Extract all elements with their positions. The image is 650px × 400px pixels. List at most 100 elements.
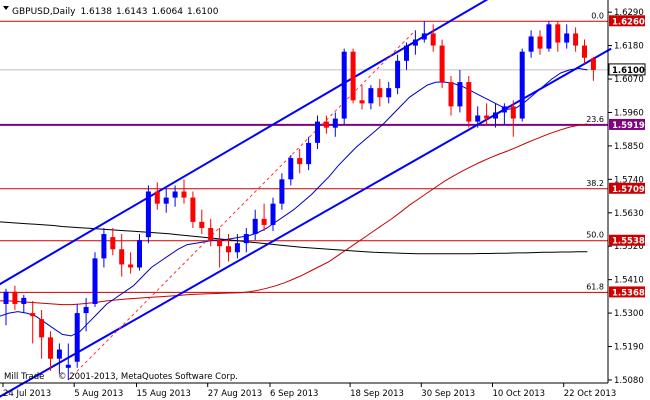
time-tick-label: 6 Sep 2013 xyxy=(270,389,318,399)
candle xyxy=(332,112,338,137)
candle xyxy=(501,103,507,125)
chart-header: GBPUSD,Daily 1.6138 1.6143 1.6064 1.6100 xyxy=(3,6,219,17)
plot-background xyxy=(0,0,608,383)
candle-body xyxy=(243,234,249,244)
candle xyxy=(163,188,169,213)
candle-body xyxy=(412,39,418,46)
time-tick-label: 5 Aug 2013 xyxy=(74,389,123,399)
candle xyxy=(368,85,374,110)
candle xyxy=(83,297,89,332)
candle-body xyxy=(110,237,116,250)
candle xyxy=(359,85,365,110)
candle xyxy=(30,300,36,344)
candle-body xyxy=(48,337,53,359)
candle xyxy=(119,234,125,277)
candle xyxy=(12,285,18,311)
candle-body xyxy=(3,291,9,304)
candle-body xyxy=(341,51,347,119)
candle-body xyxy=(377,88,383,98)
candle xyxy=(181,179,187,204)
candle-body xyxy=(501,106,507,113)
chart-timeframe: ,Daily xyxy=(50,7,76,17)
candle xyxy=(3,288,9,326)
fib-ratio-labels: 0.0 23.6 38.2 50.0 61.8 xyxy=(586,11,604,291)
time-axis: 24 Jul 2013 5 Aug 2013 15 Aug 2013 27 Aug 2… xyxy=(2,383,616,399)
time-tick-label: 30 Sep 2013 xyxy=(421,389,475,399)
candle-body xyxy=(448,82,454,107)
channel-lower-line xyxy=(0,47,612,398)
candle-body xyxy=(145,191,151,238)
candle xyxy=(234,234,240,259)
fib-ratio-label: 38.2 xyxy=(586,179,604,188)
price-tick-label: 1.5960 xyxy=(614,108,644,118)
candle-body xyxy=(555,24,561,43)
candle-body xyxy=(537,36,543,49)
candle-body xyxy=(510,106,516,119)
time-tick-label: 27 Aug 2013 xyxy=(208,389,262,399)
candle-body xyxy=(154,191,160,204)
current-price-label: 1.6100 xyxy=(612,66,645,76)
candle xyxy=(493,103,498,128)
candle-body xyxy=(297,158,303,165)
candle-body xyxy=(439,45,445,83)
candle-body xyxy=(573,33,579,46)
candle-body xyxy=(315,121,320,143)
chart-symbol: GBPUSD xyxy=(12,7,50,17)
candle-body xyxy=(430,33,436,46)
candle-body xyxy=(484,115,490,119)
candle xyxy=(74,303,80,368)
candle-body xyxy=(466,82,472,122)
candle-body xyxy=(92,258,98,304)
fib-price-label: 1.5368 xyxy=(612,288,645,298)
fib-price-tag xyxy=(609,118,645,130)
fib-ratio-label: 50.0 xyxy=(586,231,604,240)
candle-body xyxy=(404,45,409,61)
candle xyxy=(226,234,231,262)
candle-body xyxy=(199,221,205,228)
candle xyxy=(306,136,312,171)
candle-body xyxy=(368,88,374,104)
candle xyxy=(564,24,570,49)
candle-body xyxy=(226,246,231,253)
watermark: Mill Trade xyxy=(4,372,44,382)
candle-body xyxy=(564,33,570,43)
candle-body xyxy=(350,51,356,101)
candle-body xyxy=(137,240,142,268)
fib-price-tag xyxy=(609,182,645,194)
price-tick-label: 1.5190 xyxy=(614,343,644,353)
candle-body xyxy=(475,115,481,122)
price-tick-label: 1.6070 xyxy=(614,75,644,85)
candle-body xyxy=(65,364,71,368)
candle xyxy=(519,48,525,122)
trend-channel xyxy=(0,0,612,398)
ma-slow-line xyxy=(0,221,588,255)
fib-price-label: 1.5919 xyxy=(612,121,645,131)
time-tick-label: 18 Sep 2013 xyxy=(350,389,404,399)
candle xyxy=(421,21,427,43)
candle-body xyxy=(546,24,552,49)
candle-body xyxy=(56,349,62,359)
fib-price-tag xyxy=(609,286,645,298)
candle xyxy=(582,39,587,64)
price-tick-label: 1.5520 xyxy=(614,242,644,252)
candle xyxy=(484,103,490,125)
candle xyxy=(404,42,409,70)
candle xyxy=(145,185,151,244)
candle-body xyxy=(582,45,587,58)
candle xyxy=(199,209,205,235)
chart-title: GBPUSD,Daily 1.6138 1.6143 1.6064 1.6100 xyxy=(12,7,219,17)
candle-body xyxy=(119,249,125,265)
candle xyxy=(297,148,303,174)
candle-body xyxy=(190,197,196,222)
candle xyxy=(172,185,178,207)
candle xyxy=(208,218,214,247)
ma-mid-line xyxy=(0,123,588,306)
candle xyxy=(457,69,463,113)
candle xyxy=(56,343,62,374)
candle xyxy=(323,115,329,134)
candle xyxy=(573,27,579,52)
candle-body xyxy=(528,36,534,52)
candle xyxy=(65,343,71,380)
price-tick-label: 1.5740 xyxy=(614,175,644,185)
fib-ratio-label: 0.0 xyxy=(591,11,604,20)
